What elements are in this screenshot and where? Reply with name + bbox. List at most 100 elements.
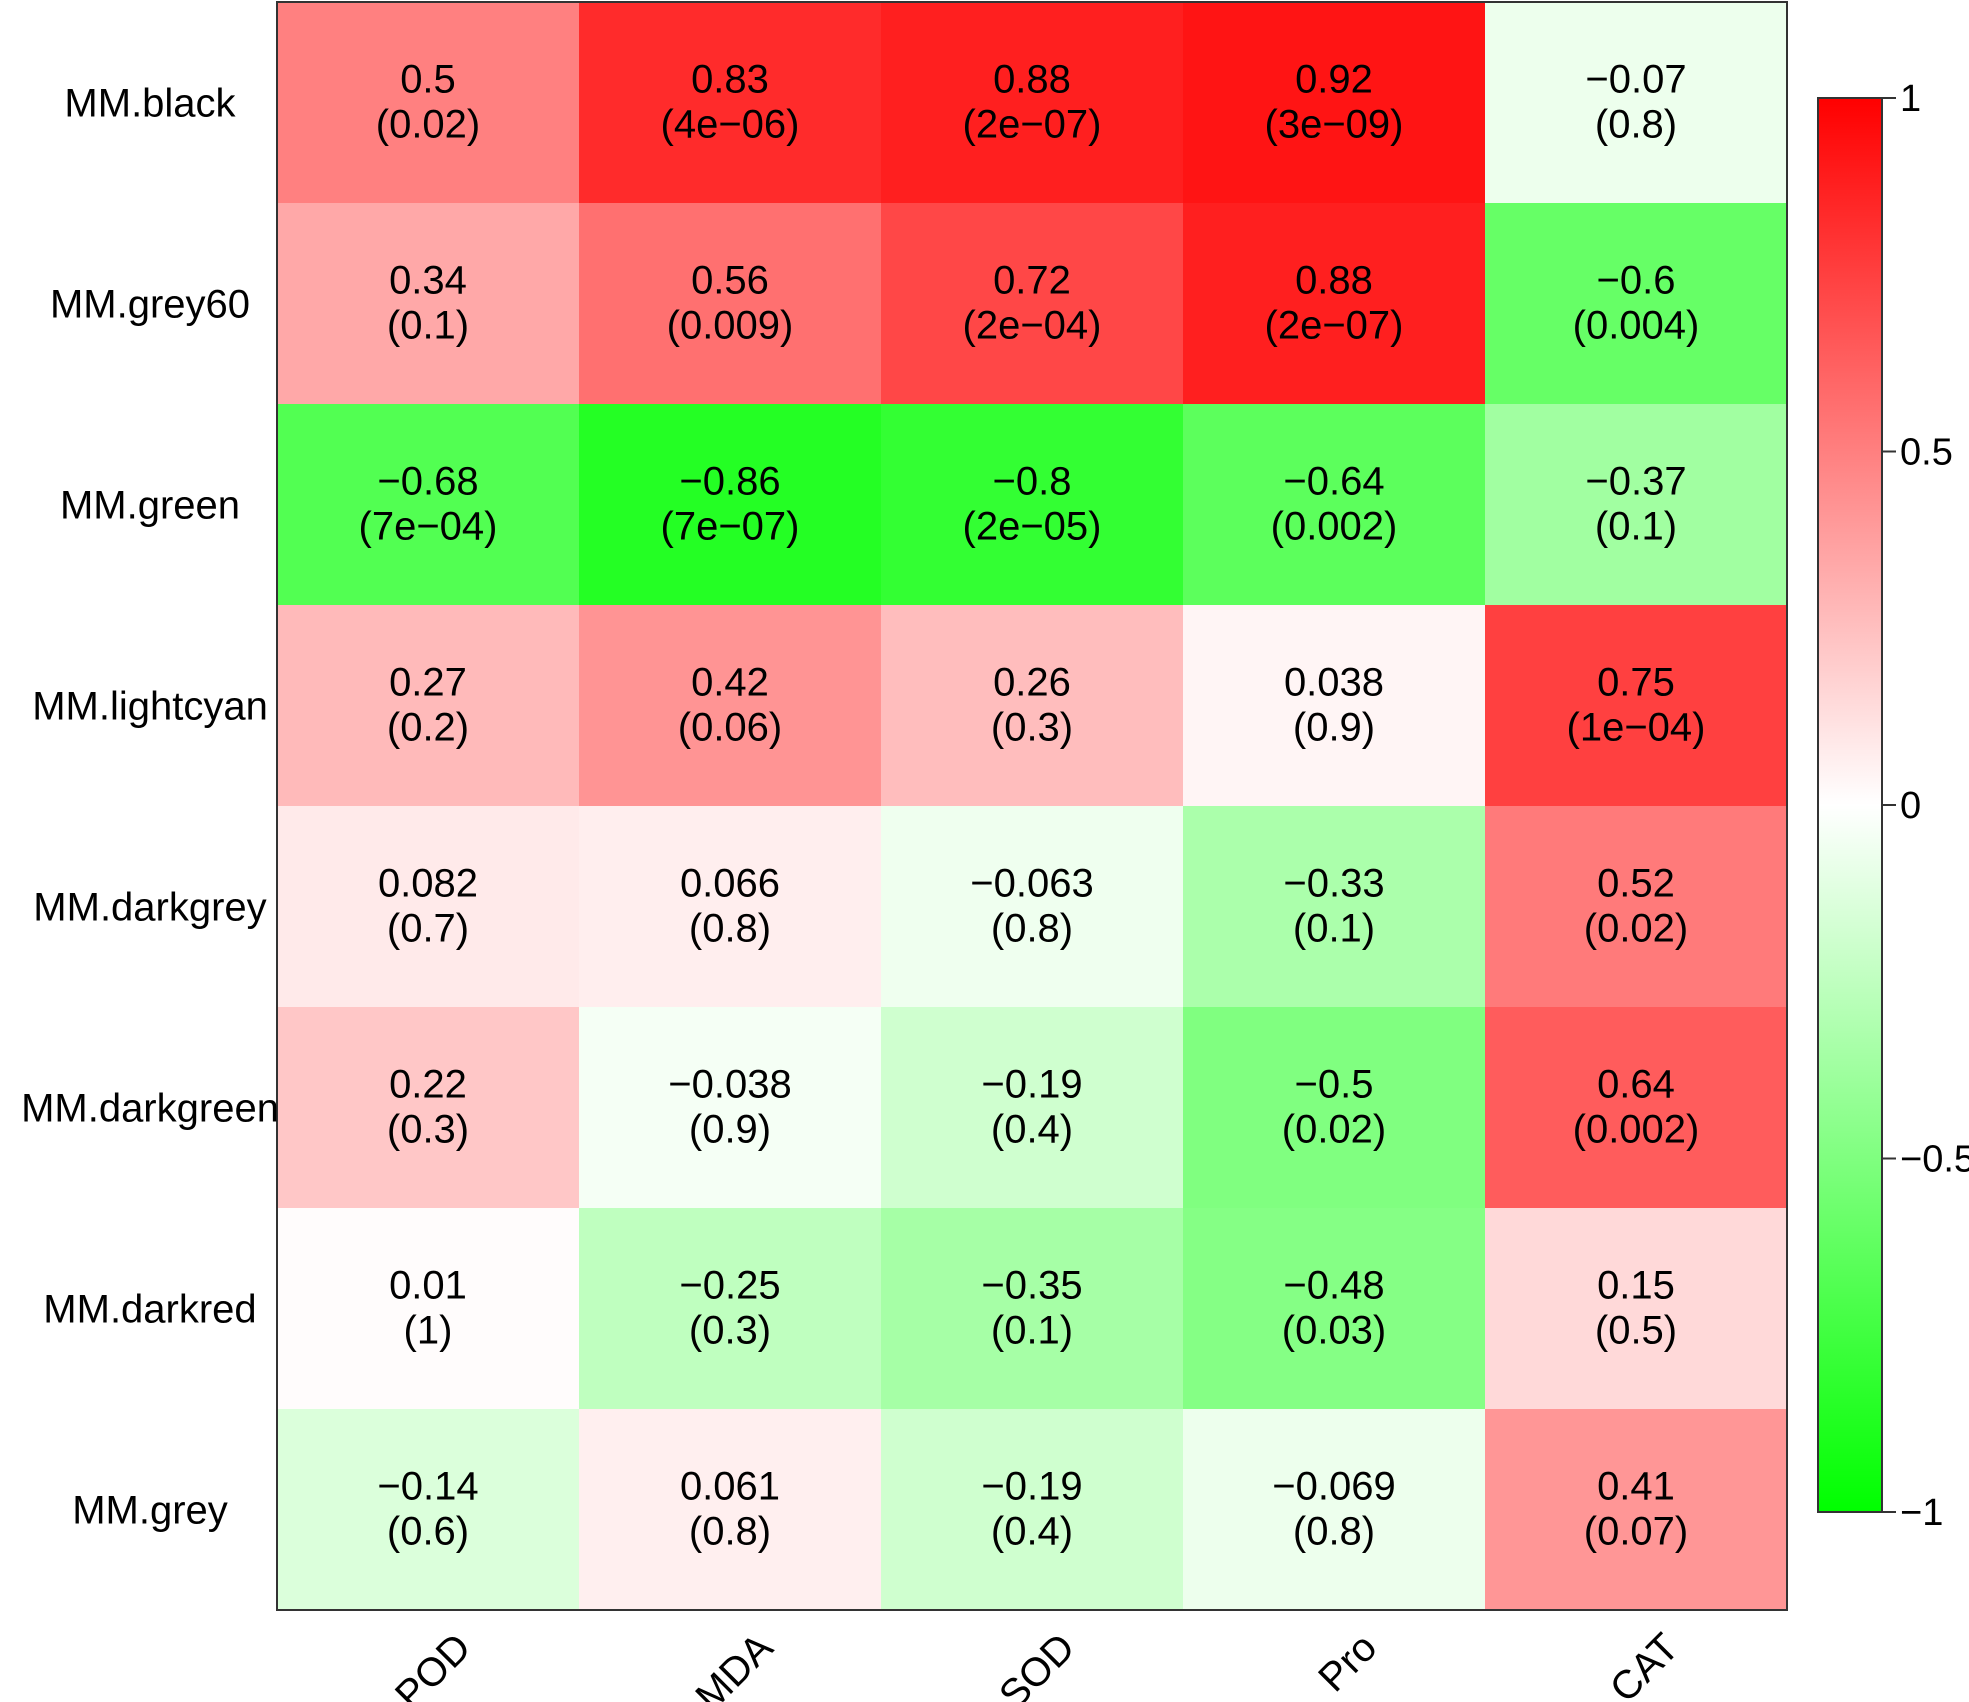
- cell-value-label: 0.01: [389, 1264, 467, 1308]
- cell-pvalue-label: (0.002): [1271, 505, 1398, 549]
- cell-value-label: −0.14: [377, 1465, 478, 1509]
- cell-value-label: 0.88: [993, 58, 1071, 102]
- column-label: SOD: [991, 1625, 1083, 1702]
- column-labels: POD MDA SOD Pro CAT: [387, 1625, 1687, 1702]
- cell-pvalue-label: (0.8): [1293, 1510, 1375, 1554]
- cell-pvalue-label: (0.03): [1282, 1309, 1387, 1353]
- heatmap-cell: [579, 1007, 882, 1209]
- cell-pvalue-label: (0.002): [1573, 1108, 1700, 1152]
- heatmap-cell: [277, 806, 580, 1008]
- cell-pvalue-label: (0.8): [689, 907, 771, 951]
- cell-pvalue-label: (0.3): [689, 1309, 771, 1353]
- legend-color-bar: [1817, 97, 1883, 1513]
- heatmap-cell: [1183, 404, 1486, 606]
- cell-value-label: 0.52: [1597, 862, 1675, 906]
- row-label: MM.lightcyan: [32, 685, 268, 729]
- heatmap-cell: [1183, 806, 1486, 1008]
- cell-value-label: 0.5: [400, 58, 456, 102]
- plot-border: [276, 1, 1788, 1611]
- cell-value-label: 0.038: [1284, 661, 1384, 705]
- cell-pvalue-label: (0.06): [678, 706, 783, 750]
- heatmap-cell: [1485, 1409, 1788, 1611]
- heatmap-cell: [881, 404, 1184, 606]
- heatmap-cell: [1183, 605, 1486, 807]
- cell-value-label: 0.83: [691, 58, 769, 102]
- cell-pvalue-label: (0.009): [667, 304, 794, 348]
- cell-value-label: −0.6: [1597, 259, 1676, 303]
- row-label: MM.darkred: [43, 1288, 256, 1332]
- cell-value-label: 0.41: [1597, 1465, 1675, 1509]
- cell-pvalue-label: (2e−07): [963, 103, 1102, 147]
- row-labels: MM.black MM.grey60 MM.green MM.lightcyan MM.…: [21, 82, 279, 1533]
- cell-value-label: 0.34: [389, 259, 467, 303]
- legend-tick-label: 1: [1900, 78, 1921, 120]
- cell-value-label: −0.069: [1272, 1465, 1395, 1509]
- heatmap-cell: [579, 605, 882, 807]
- cell-value-label: 0.22: [389, 1063, 467, 1107]
- heatmap-cell: [579, 404, 882, 606]
- cell-pvalue-label: (0.4): [991, 1108, 1073, 1152]
- column-label: Pro: [1310, 1625, 1385, 1700]
- heatmap-cell: [1485, 2, 1788, 204]
- heatmap-cell: [881, 806, 1184, 1008]
- cell-value-label: 0.72: [993, 259, 1071, 303]
- heatmap-cell: [579, 1208, 882, 1410]
- heatmap-cell: [881, 2, 1184, 204]
- cell-pvalue-label: (3e−09): [1265, 103, 1404, 147]
- row-label: MM.darkgrey: [33, 886, 266, 930]
- heatmap-cell: [881, 1007, 1184, 1209]
- cell-pvalue-label: (0.3): [991, 706, 1073, 750]
- cell-value-label: −0.86: [679, 460, 780, 504]
- legend-tick-label: 0.5: [1900, 432, 1953, 474]
- heatmap-cell: [277, 1007, 580, 1209]
- cell-pvalue-label: (0.5): [1595, 1309, 1677, 1353]
- cell-pvalue-label: (0.8): [689, 1510, 771, 1554]
- cell-pvalue-label: (0.1): [991, 1309, 1073, 1353]
- cell-value-label: 0.061: [680, 1465, 780, 1509]
- heatmap-cell: [277, 203, 580, 405]
- heatmap-cell: [277, 605, 580, 807]
- cell-value-label: −0.19: [981, 1465, 1082, 1509]
- heatmap-cell: [1485, 806, 1788, 1008]
- heatmap-cell: [277, 2, 580, 204]
- heatmap-cell: [1485, 605, 1788, 807]
- row-label: MM.black: [64, 82, 236, 126]
- cell-pvalue-label: (2e−05): [963, 505, 1102, 549]
- cell-value-label: −0.33: [1283, 862, 1384, 906]
- heatmap-cell: [277, 1208, 580, 1410]
- cell-value-label: −0.48: [1283, 1264, 1384, 1308]
- heatmap-cell: [1183, 1007, 1486, 1209]
- legend-tick-label: 0: [1900, 785, 1921, 827]
- cell-value-label: −0.07: [1585, 58, 1686, 102]
- cell-pvalue-label: (0.9): [689, 1108, 771, 1152]
- cell-value-label: 0.88: [1295, 259, 1373, 303]
- heatmap-cell: [579, 806, 882, 1008]
- cell-pvalue-label: (0.7): [387, 907, 469, 951]
- cell-value-label: 0.15: [1597, 1264, 1675, 1308]
- cell-value-label: −0.64: [1283, 460, 1384, 504]
- column-label: CAT: [1602, 1625, 1688, 1702]
- heatmap-cell: [1485, 1007, 1788, 1209]
- cell-pvalue-label: (0.004): [1573, 304, 1700, 348]
- cell-pvalue-label: (0.4): [991, 1510, 1073, 1554]
- legend-tick-label: −0.5: [1900, 1139, 1969, 1181]
- legend-tick-label: −1: [1900, 1492, 1943, 1534]
- heatmap-cell: [1485, 1208, 1788, 1410]
- heatmap-cell: [1183, 1208, 1486, 1410]
- heatmap-cells: 0.5(0.02)0.83(4e−06)0.88(2e−07)0.92(3e−0…: [277, 2, 1788, 1611]
- cell-pvalue-label: (0.02): [1282, 1108, 1387, 1152]
- cell-pvalue-label: (0.02): [376, 103, 481, 147]
- cell-value-label: 0.27: [389, 661, 467, 705]
- cell-value-label: −0.19: [981, 1063, 1082, 1107]
- heatmap-cell: [881, 203, 1184, 405]
- column-label: MDA: [687, 1625, 781, 1702]
- cell-pvalue-label: (0.8): [991, 907, 1073, 951]
- heatmap-cell: [881, 1208, 1184, 1410]
- heatmap-cell: [1485, 203, 1788, 405]
- cell-pvalue-label: (0.07): [1584, 1510, 1689, 1554]
- heatmap-cell: [579, 1409, 882, 1611]
- cell-pvalue-label: (2e−04): [963, 304, 1102, 348]
- cell-pvalue-label: (0.8): [1595, 103, 1677, 147]
- cell-value-label: 0.64: [1597, 1063, 1675, 1107]
- column-label: POD: [387, 1625, 479, 1702]
